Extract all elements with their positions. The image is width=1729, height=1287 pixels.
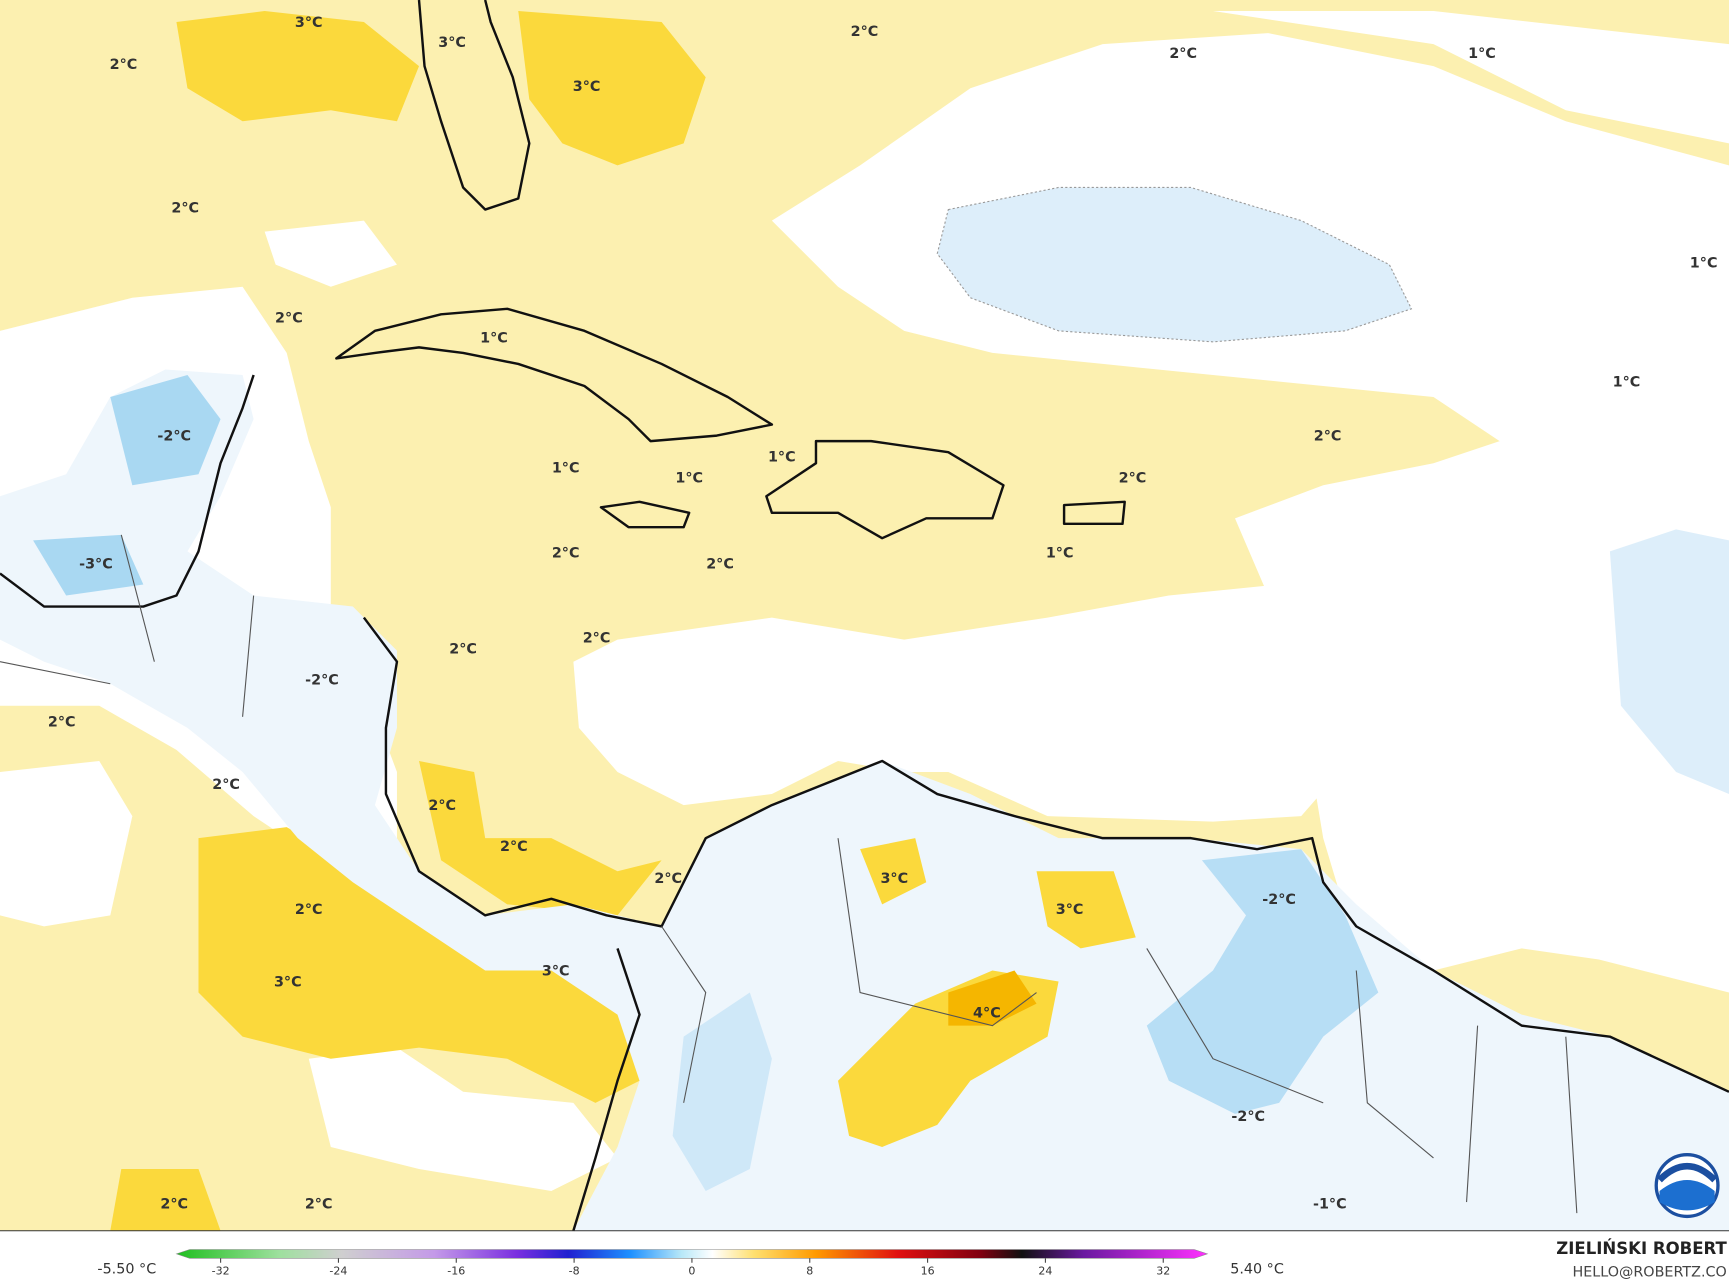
country-border (0, 534, 1578, 1214)
map-area (0, 0, 1729, 1232)
contour-label: 1°C (1046, 546, 1074, 562)
contour-labels: 3°C 3°C 2°C 2°C 1°C 2°C 3°C 2°C 1°C 2°C 1°C 1°C -2°C… (48, 15, 1718, 1212)
contour-label: 3°C (880, 871, 908, 887)
credit-author: ZIELIŃSKI ROBERT (1556, 1239, 1727, 1258)
coast-pacific (572, 948, 641, 1232)
contour-label: 2°C (171, 200, 199, 216)
contour-label: 3°C (438, 35, 466, 51)
island-jamaica (599, 500, 691, 529)
contour-label: 2°C (449, 642, 477, 658)
contour-label: 4°C (973, 1005, 1001, 1021)
contour-label: 3°C (295, 15, 323, 31)
contour-label: 2°C (295, 902, 323, 918)
contour-label: 2°C (48, 714, 76, 730)
warm-region (110, 1168, 221, 1231)
contour-label: 1°C (1690, 256, 1718, 272)
noaa-logo-bird (1657, 1163, 1718, 1183)
white-region (1212, 11, 1729, 144)
contour-label: 2°C (110, 57, 138, 73)
colorbar-tick-label: 0 (688, 1265, 695, 1278)
contour-label: -2°C (305, 672, 339, 688)
contour-label: 3°C (573, 79, 601, 95)
contour-label: 1°C (480, 331, 508, 347)
warm-region (419, 760, 662, 916)
contour-label: -2°C (157, 429, 191, 445)
colorbar-tick-label: 24 (1038, 1265, 1052, 1278)
colorbar-max-label: 5.40 °C (1230, 1261, 1284, 1277)
colorbar-bar (175, 1249, 1209, 1259)
hot-region (948, 970, 1037, 1026)
credit-email: HELLO@ROBERTZ.CO (1572, 1265, 1726, 1281)
cool-region (110, 374, 221, 486)
cool-region (1609, 529, 1729, 795)
warm-region (518, 11, 706, 166)
contour-label: 2°C (1119, 471, 1147, 487)
white-region (573, 584, 1340, 822)
contour-label: -3°C (79, 557, 113, 573)
contour-label: 2°C (654, 871, 682, 887)
contour-label: 2°C (552, 546, 580, 562)
cool-region (1146, 849, 1379, 1114)
contour-label: -2°C (1262, 892, 1296, 908)
warm-region (176, 11, 420, 122)
contour-label: 2°C (1169, 46, 1197, 62)
colorbar-tick-label: -24 (329, 1265, 347, 1278)
contour-label: 1°C (675, 471, 703, 487)
colorbar-tick-label: 8 (806, 1265, 813, 1278)
contour-label: 1°C (1468, 46, 1496, 62)
cool-region (936, 186, 1413, 343)
contour-label: 1°C (552, 461, 580, 477)
colorbar: -5.50 °C 5.40 °C -32 -24 -16 -8 0 8 16 24 32 (97, 1249, 1284, 1278)
cool-region (33, 534, 144, 596)
colorbar-min-label: -5.50 °C (97, 1261, 156, 1277)
coast-south-america (362, 616, 1729, 1093)
white-region (308, 1047, 618, 1192)
island-cuba (335, 307, 774, 443)
coast-yucatan (0, 374, 255, 608)
colorbar-tick-label: -16 (447, 1265, 465, 1278)
contour-label: 2°C (275, 311, 303, 327)
contour-label: 2°C (305, 1196, 333, 1212)
contour-label: 2°C (428, 798, 456, 814)
contour-label: -2°C (1231, 1109, 1265, 1125)
contour-label: 3°C (1056, 902, 1084, 918)
contour-label: 2°C (500, 839, 528, 855)
contour-label: 2°C (212, 777, 240, 793)
contour-label: 3°C (542, 964, 570, 980)
colorbar-tick-label: -8 (569, 1265, 580, 1278)
white-region (1235, 419, 1729, 993)
contour-label: 2°C (160, 1196, 188, 1212)
noaa-logo-wave (1659, 1180, 1715, 1211)
island-hispaniola (765, 439, 1005, 540)
island-puerto-rico (1062, 500, 1126, 526)
contour-label: 2°C (583, 631, 611, 647)
colorbar-tick-label: 32 (1156, 1265, 1170, 1278)
contour-label: 2°C (1314, 429, 1342, 445)
contour-label: 1°C (768, 450, 796, 466)
colorbar-tick-label: 16 (921, 1265, 935, 1278)
white-region (264, 220, 397, 287)
contour-label: 1°C (1613, 375, 1641, 391)
colorbar-tick-label: -32 (212, 1265, 230, 1278)
cool-region (672, 992, 772, 1192)
contour-label: 3°C (274, 975, 302, 991)
warm-region (198, 827, 640, 1103)
contour-label: -1°C (1313, 1196, 1347, 1212)
contour-label: 2°C (851, 24, 879, 40)
contour-label: 2°C (706, 557, 734, 573)
warm-region (860, 838, 1136, 949)
white-region (0, 760, 133, 927)
coast-florida (417, 0, 531, 211)
